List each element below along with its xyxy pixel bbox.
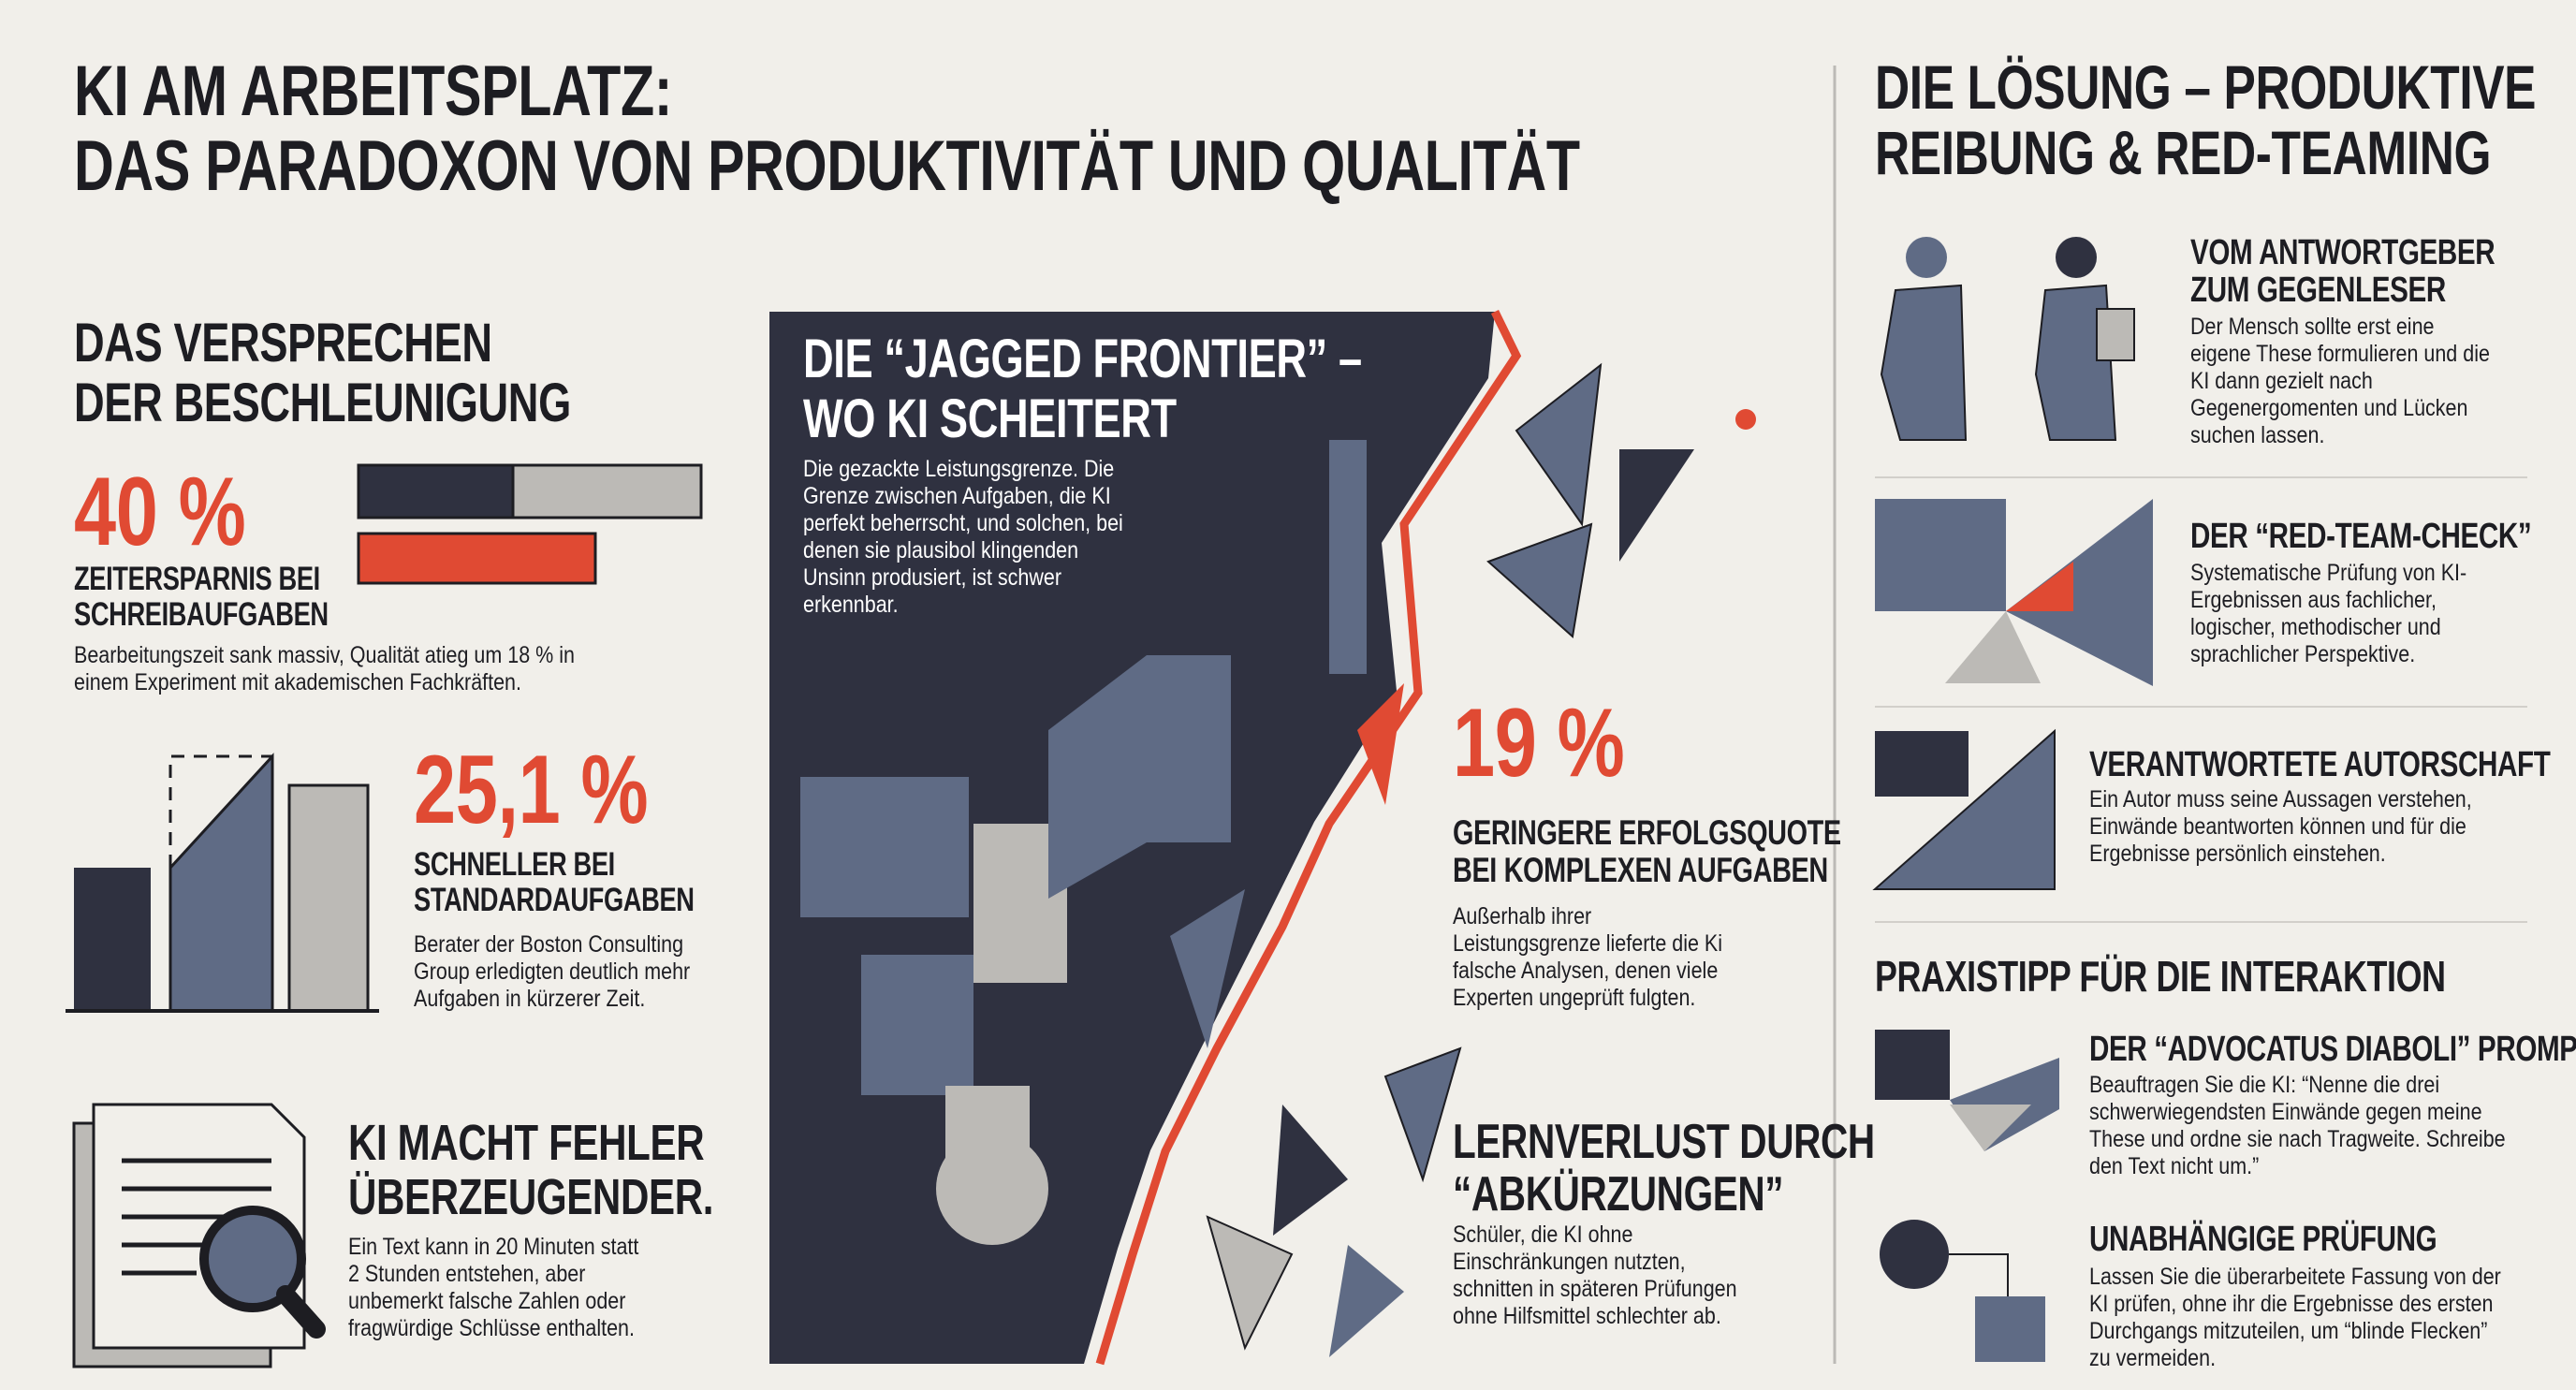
stat-value: 25,1 % bbox=[414, 736, 649, 844]
frontier-text: Die gezackte Leistungsgrenze. Die Grenze… bbox=[803, 456, 1123, 618]
triangle-icon bbox=[1875, 499, 2153, 686]
heading-line: DER BESCHLEUNIGUNG bbox=[74, 373, 571, 433]
label-line: KI MACHT FEHLER bbox=[348, 1115, 705, 1171]
heading-line: DAS VERSPRECHEN bbox=[74, 313, 492, 373]
heading-line: DIE LÖSUNG – PRODUKTIVE bbox=[1875, 52, 2537, 122]
label-line: LERNVERLUST DURCH bbox=[1453, 1115, 1875, 1169]
prompt-icon bbox=[1875, 1030, 2059, 1151]
item-text: Systematische Prüfung von KI-Ergebnissen… bbox=[2190, 560, 2467, 667]
stat-label: KI MACHT FEHLER ÜBERZEUGENDER. bbox=[348, 1116, 713, 1224]
item-title: DER “RED-TEAM-CHECK” bbox=[2190, 517, 2532, 556]
label-line: ÜBERZEUGENDER. bbox=[348, 1169, 714, 1225]
bar bbox=[74, 868, 151, 1011]
page-title: KI AM ARBEITSPLATZ: DAS PARADOXON VON PRO… bbox=[74, 54, 1580, 204]
bar bbox=[357, 532, 597, 585]
title-line: ZUM GEGENLESER bbox=[2190, 271, 2446, 310]
section-heading: DAS VERSPRECHEN DER BESCHLEUNIGUNG bbox=[74, 314, 571, 433]
item-title: VERANTWORTETE AUTORSCHAFT bbox=[2089, 745, 2551, 784]
label-line: STANDARDAUFGABEN bbox=[414, 882, 695, 918]
label-line: SCHREIBAUFGABEN bbox=[74, 596, 329, 633]
heading-line: DIE “JAGGED FRONTIER” – bbox=[803, 329, 1362, 389]
label-line: BEI KOMPLEXEN AUFGABEN bbox=[1453, 851, 1828, 889]
stat-text: Außerhalb ihrer Leistungsgrenze lieferte… bbox=[1453, 903, 1723, 1011]
stat-text: Bearbeitungszeit sank massiv, Qualität a… bbox=[74, 642, 575, 695]
item-title: DER “ADVOCATUS DIABOLI” PROMPT bbox=[2089, 1030, 2576, 1069]
title-line: VOM ANTWORTGEBER bbox=[2190, 233, 2496, 272]
stat-value: 19 % bbox=[1453, 689, 1625, 797]
heading-line: WO KI SCHEITERT bbox=[803, 388, 1177, 449]
label-line: GERINGERE ERFOLGSQUOTE bbox=[1453, 813, 1841, 852]
item-title: UNABHÄNGIGE PRÜFUNG bbox=[2089, 1220, 2437, 1259]
item-text: Der Mensch sollte erst eine eigene These… bbox=[2190, 314, 2490, 448]
magnifier bbox=[199, 1206, 306, 1312]
bar bbox=[287, 783, 370, 1013]
label-line: SCHNELLER BEI bbox=[414, 846, 615, 883]
title-line: DAS PARADOXON VON PRODUKTIVITÄT UND QUAL… bbox=[74, 126, 1580, 206]
label-line: ZEITERSPARNIS BEI bbox=[74, 561, 320, 597]
solution-heading: DIE LÖSUNG – PRODUKTIVE REIBUNG & RED-TEA… bbox=[1875, 52, 2537, 187]
frontier-heading: DIE “JAGGED FRONTIER” – WO KI SCHEITERT bbox=[803, 329, 1362, 449]
stat-label: LERNVERLUST DURCH “ABKÜRZUNGEN” bbox=[1453, 1116, 1875, 1221]
bar bbox=[357, 463, 515, 519]
frontier-shapes bbox=[800, 440, 1367, 1245]
heading-line: REIBUNG & RED-TEAMING bbox=[1875, 118, 2492, 187]
check-icon bbox=[1880, 1220, 2045, 1362]
separators bbox=[1875, 476, 2527, 923]
author-icon bbox=[1872, 728, 2056, 890]
bar bbox=[511, 463, 703, 519]
people-icon bbox=[1880, 237, 2135, 441]
label-line: “ABKÜRZUNGEN” bbox=[1453, 1167, 1784, 1222]
fragments bbox=[1206, 362, 1756, 1357]
stat-value: 40 % bbox=[74, 458, 246, 566]
stat-label: ZEITERSPARNIS BEI SCHREIBAUFGABEN bbox=[74, 562, 329, 633]
tip-heading: PRAXISTIPP FÜR DIE INTERAKTION bbox=[1875, 952, 2446, 1001]
stat-label: SCHNELLER BEI STANDARDAUFGABEN bbox=[414, 847, 695, 918]
stat-label: GERINGERE ERFOLGSQUOTE BEI KOMPLEXEN AUFG… bbox=[1453, 814, 1841, 889]
item-text: Beauftragen Sie die KI: “Nenne die drei … bbox=[2089, 1072, 2506, 1179]
stat-text: Ein Text kann in 20 Minuten statt 2 Stun… bbox=[348, 1234, 639, 1341]
item-text: Lassen Sie die überarbeitete Fassung von… bbox=[2089, 1264, 2501, 1371]
item-title: VOM ANTWORTGEBER ZUM GEGENLESER bbox=[2190, 233, 2496, 310]
stat-text: Schüler, die KI ohne Einschränkungen nut… bbox=[1453, 1222, 1737, 1329]
stat-text: Berater der Boston Consulting Group erle… bbox=[414, 931, 691, 1012]
item-text: Ein Autor muss seine Aussagen verstehen,… bbox=[2089, 786, 2472, 867]
magnifier bbox=[276, 1285, 326, 1339]
bar bbox=[168, 753, 274, 1013]
title-line: KI AM ARBEITSPLATZ: bbox=[74, 51, 673, 131]
frontier-line bbox=[1095, 310, 1522, 1366]
